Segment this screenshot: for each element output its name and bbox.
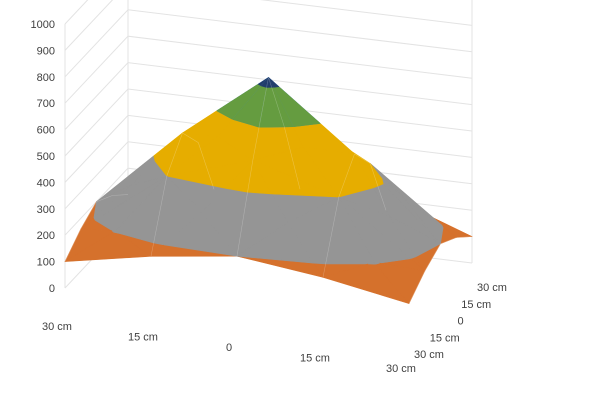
surface-facet-137 <box>405 199 444 244</box>
surface-grid-i-1 <box>150 132 215 257</box>
y-tick-label-2: 0 <box>457 316 463 328</box>
y-tick-label-1: 15 cm <box>430 332 460 344</box>
x-tick-label-1: 15 cm <box>128 332 158 344</box>
z-tick-label-500: 500 <box>37 151 55 163</box>
y-tick-label-0: 30 cm <box>414 349 444 361</box>
x-tick-label-0: 30 cm <box>42 321 72 333</box>
y-tick-label-3: 15 cm <box>461 299 491 311</box>
surface-grid-i-0 <box>64 194 129 262</box>
surface-facet-157 <box>389 216 441 258</box>
y-tick-label-4: 30 cm <box>477 282 507 294</box>
z-tick-label-1000: 1000 <box>31 19 55 31</box>
x-tick-label-2: 0 <box>226 342 232 354</box>
x-tick-label-3: 15 cm <box>300 353 330 365</box>
axis-tick-labels: 0 100 200 300 400 500 600 700 800 900 1000 30 cm 15 … <box>31 19 507 375</box>
z-tick-label-200: 200 <box>37 230 55 242</box>
z-tick-label-700: 700 <box>37 98 55 110</box>
gridline-800 <box>64 9 473 78</box>
surface-plot <box>64 77 473 304</box>
z-tick-label-300: 300 <box>37 204 55 216</box>
surface-facet-142 <box>247 160 273 195</box>
z-tick-label-600: 600 <box>37 125 55 137</box>
surface-facet-147 <box>338 153 374 198</box>
z-tick-label-900: 900 <box>37 45 55 57</box>
x-tick-label-4: 30 cm <box>386 363 416 375</box>
z-tick-label-100: 100 <box>37 257 55 269</box>
surface-grid-i-4 <box>408 236 473 304</box>
surface-grid-i-2 <box>236 77 301 257</box>
surface-facet-118 <box>266 77 274 88</box>
z-tick-label-800: 800 <box>37 72 55 84</box>
surface-grid-i-3 <box>322 153 387 278</box>
surface-facet-167 <box>373 261 380 265</box>
gridline-900 <box>64 0 473 51</box>
z-tick-label-0: 0 <box>49 283 55 295</box>
z-tick-label-400: 400 <box>37 177 55 189</box>
gridline-1000 <box>64 0 89 25</box>
